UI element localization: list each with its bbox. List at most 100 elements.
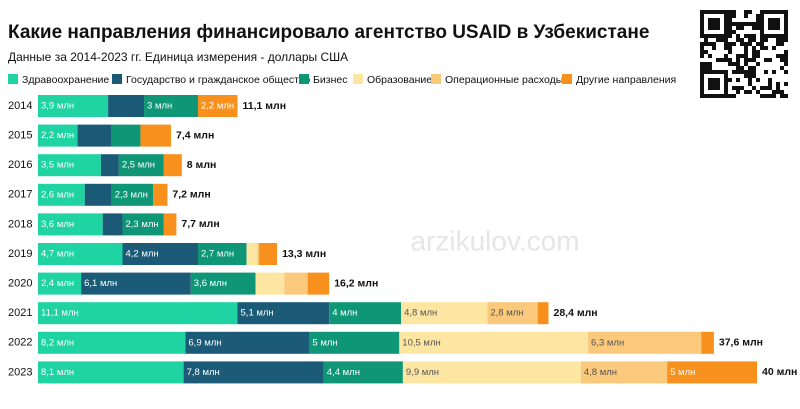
qr-cell: [784, 82, 788, 86]
value-label: 2,7 млн: [201, 249, 234, 260]
qr-cell: [760, 10, 764, 14]
qr-cell: [748, 82, 752, 86]
legend-swatch: [353, 74, 363, 84]
qr-cell: [736, 58, 740, 62]
qr-cell: [724, 70, 728, 74]
qr-cell: [768, 58, 772, 62]
qr-cell: [740, 70, 744, 74]
qr-cell: [712, 42, 716, 46]
qr-cell: [704, 50, 708, 54]
qr-cell: [784, 26, 788, 30]
bar-segment: [38, 154, 101, 177]
qr-cell: [716, 94, 720, 98]
qr-cell: [756, 54, 760, 58]
qr-cell: [700, 86, 704, 90]
qr-cell: [712, 94, 716, 98]
qr-cell: [764, 70, 768, 74]
qr-cell: [748, 38, 752, 42]
bar-segment: [537, 302, 549, 325]
bar-segment: [144, 95, 198, 117]
value-label: 9,9 млн: [406, 367, 439, 378]
qr-cell: [700, 90, 704, 94]
value-label: 6,9 млн: [188, 337, 221, 348]
qr-cell: [772, 18, 776, 22]
qr-cell: [776, 38, 780, 42]
value-label: 3 млн: [147, 101, 172, 112]
qr-cell: [744, 90, 748, 94]
qr-cell: [744, 10, 748, 14]
bar-segment: [197, 243, 247, 265]
legend-label: Здравоохранение: [22, 74, 109, 86]
qr-cell: [764, 10, 768, 14]
qr-cell: [716, 58, 720, 62]
qr-cell: [776, 42, 780, 46]
qr-cell: [760, 30, 764, 34]
qr-cell: [784, 58, 788, 62]
qr-cell: [728, 94, 732, 98]
y-tick-label: 2022: [8, 337, 32, 349]
qr-cell: [700, 10, 704, 14]
qr-cell: [724, 18, 728, 22]
qr-cell: [772, 26, 776, 30]
qr-cell: [716, 82, 720, 86]
qr-cell: [780, 38, 784, 42]
value-label: 10,5 млн: [402, 337, 440, 348]
qr-cell: [760, 94, 764, 98]
qr-cell: [704, 62, 708, 66]
qr-cell: [748, 70, 752, 74]
value-label: 3,6 млн: [194, 278, 227, 289]
qr-cell: [756, 22, 760, 26]
bar-segment: [197, 95, 238, 117]
qr-cell: [748, 78, 752, 82]
qr-cell: [708, 18, 712, 22]
qr-cell: [728, 30, 732, 34]
qr-cell: [768, 34, 772, 38]
qr-cell: [724, 26, 728, 30]
bar-segment: [255, 272, 285, 295]
qr-cell: [772, 70, 776, 74]
qr-cell: [752, 74, 756, 78]
qr-cell: [708, 54, 712, 58]
qr-cell: [712, 34, 716, 38]
bar-segment: [323, 361, 403, 384]
qr-cell: [704, 94, 708, 98]
qr-cell: [740, 22, 744, 26]
qr-cell: [700, 78, 704, 82]
bar-segment: [183, 361, 324, 384]
chart-subtitle: Данные за 2014-2023 гг. Единица измерени…: [8, 50, 348, 64]
qr-cell: [724, 34, 728, 38]
qr-cell: [712, 86, 716, 90]
qr-cell: [752, 22, 756, 26]
qr-cell: [732, 10, 736, 14]
qr-cell: [732, 86, 736, 90]
y-tick-label: 2016: [8, 159, 32, 171]
qr-cell: [764, 34, 768, 38]
qr-cell: [728, 78, 732, 82]
qr-cell: [712, 22, 716, 26]
legend-swatch: [431, 74, 441, 84]
qr-cell: [784, 38, 788, 42]
y-tick-label: 2019: [8, 248, 32, 260]
qr-cell: [700, 26, 704, 30]
qr-cell: [700, 30, 704, 34]
bar-segment: [185, 331, 310, 354]
qr-cell: [784, 70, 788, 74]
qr-cell: [720, 58, 724, 62]
value-label: 8,1 млн: [41, 367, 74, 378]
qr-cell: [764, 86, 768, 90]
qr-cell: [724, 22, 728, 26]
qr-cell: [724, 10, 728, 14]
qr-cell: [776, 10, 780, 14]
qr-cell: [760, 14, 764, 18]
qr-cell: [772, 22, 776, 26]
qr-cell: [760, 42, 764, 46]
qr-cell: [724, 82, 728, 86]
qr-cell: [768, 26, 772, 30]
qr-cell: [708, 70, 712, 74]
qr-cell: [776, 34, 780, 38]
bar-segment: [122, 243, 198, 265]
qr-cell: [760, 86, 764, 90]
value-label: 3,5 млн: [41, 160, 74, 171]
qr-cell: [776, 26, 780, 30]
bar-segment: [111, 183, 154, 206]
